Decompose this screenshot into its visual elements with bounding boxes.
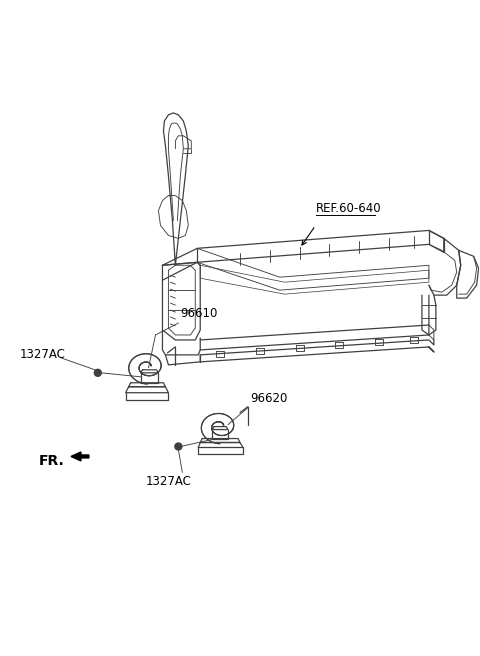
Text: FR.: FR. bbox=[39, 455, 65, 468]
Text: 96610: 96610 bbox=[180, 307, 218, 320]
Circle shape bbox=[95, 369, 101, 377]
Text: REF.60-640: REF.60-640 bbox=[315, 203, 381, 215]
Text: 1327AC: 1327AC bbox=[19, 348, 65, 361]
Text: 96620: 96620 bbox=[250, 392, 288, 405]
FancyArrow shape bbox=[71, 452, 89, 461]
Circle shape bbox=[175, 443, 182, 450]
Text: 1327AC: 1327AC bbox=[145, 476, 192, 488]
